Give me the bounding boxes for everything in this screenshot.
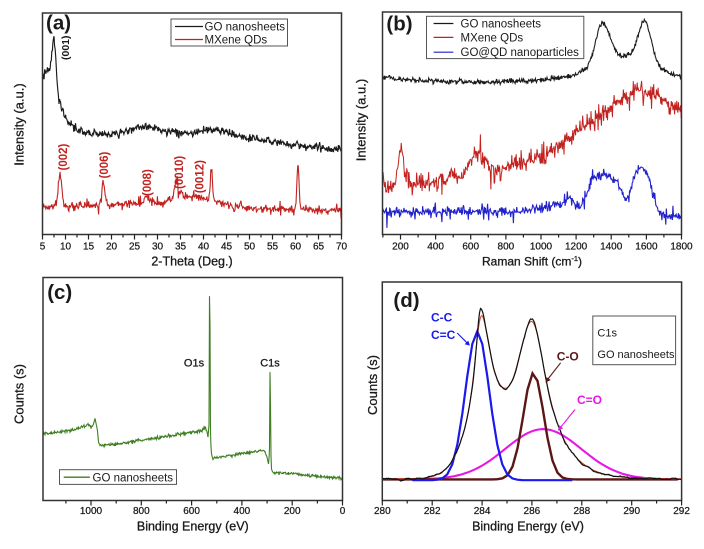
svg-text:284: 284 xyxy=(474,506,491,517)
svg-text:(002): (002) xyxy=(58,143,70,170)
svg-text:(008): (008) xyxy=(142,169,154,196)
svg-text:Intensity (a.u.): Intensity (a.u.) xyxy=(12,83,27,165)
svg-text:800: 800 xyxy=(498,242,515,253)
svg-text:286: 286 xyxy=(524,506,541,517)
svg-text:290: 290 xyxy=(623,506,640,517)
svg-text:288: 288 xyxy=(573,506,590,517)
svg-text:(0012): (0012) xyxy=(195,160,207,193)
svg-text:GO@QD nanoparticles: GO@QD nanoparticles xyxy=(461,47,580,59)
svg-text:25: 25 xyxy=(129,242,141,253)
svg-text:GO nanosheets: GO nanosheets xyxy=(597,349,675,361)
svg-text:1400: 1400 xyxy=(600,242,623,253)
svg-text:60: 60 xyxy=(290,242,302,253)
svg-text:1600: 1600 xyxy=(635,242,658,253)
svg-text:600: 600 xyxy=(183,506,200,517)
svg-text:C=O: C=O xyxy=(577,393,602,407)
svg-text:10: 10 xyxy=(60,242,72,253)
svg-text:292: 292 xyxy=(673,506,690,517)
svg-text:C1s: C1s xyxy=(260,358,280,370)
svg-text:400: 400 xyxy=(427,242,444,253)
svg-text:(a): (a) xyxy=(46,12,71,35)
svg-text:O1s: O1s xyxy=(184,358,205,370)
svg-text:(001): (001) xyxy=(60,35,72,60)
svg-text:(006): (006) xyxy=(99,151,111,178)
svg-text:MXene QDs: MXene QDs xyxy=(205,35,268,47)
svg-text:(c): (c) xyxy=(47,281,72,304)
svg-text:1000: 1000 xyxy=(80,506,103,517)
svg-text:Counts (s): Counts (s) xyxy=(12,364,27,424)
svg-text:0: 0 xyxy=(340,506,346,517)
svg-text:GO nanosheets: GO nanosheets xyxy=(205,22,286,34)
svg-text:280: 280 xyxy=(374,506,391,517)
svg-text:C-O: C-O xyxy=(557,349,579,363)
svg-text:Intensity (a.u.): Intensity (a.u.) xyxy=(354,79,369,161)
svg-text:C1s: C1s xyxy=(597,327,617,339)
svg-text:55: 55 xyxy=(267,242,279,253)
svg-text:1200: 1200 xyxy=(565,242,588,253)
svg-text:15: 15 xyxy=(83,242,95,253)
svg-text:600: 600 xyxy=(462,242,479,253)
svg-text:GO nanosheets: GO nanosheets xyxy=(93,473,174,485)
svg-text:282: 282 xyxy=(424,506,441,517)
svg-text:Binding Energy (eV): Binding Energy (eV) xyxy=(137,520,249,534)
svg-text:(0010): (0010) xyxy=(174,156,186,189)
svg-text:65: 65 xyxy=(313,242,325,253)
svg-text:400: 400 xyxy=(234,506,251,517)
svg-text:45: 45 xyxy=(221,242,233,253)
svg-text:40: 40 xyxy=(198,242,210,253)
svg-text:200: 200 xyxy=(392,242,409,253)
svg-text:GO nanosheets: GO nanosheets xyxy=(461,19,542,31)
svg-text:1000: 1000 xyxy=(530,242,553,253)
svg-text:Binding Energy (eV): Binding Energy (eV) xyxy=(472,520,584,534)
svg-text:35: 35 xyxy=(175,242,187,253)
svg-text:50: 50 xyxy=(244,242,256,253)
svg-text:800: 800 xyxy=(133,506,150,517)
svg-text:MXene QDs: MXene QDs xyxy=(461,32,524,44)
svg-text:20: 20 xyxy=(106,242,118,253)
svg-text:Counts (s): Counts (s) xyxy=(365,355,380,415)
svg-text:Raman Shift (cm-1): Raman Shift (cm-1) xyxy=(482,254,582,269)
svg-text:200: 200 xyxy=(284,506,301,517)
svg-text:2-Theta (Deg.): 2-Theta (Deg.) xyxy=(151,255,232,269)
svg-text:(d): (d) xyxy=(393,289,419,312)
svg-text:C=C: C=C xyxy=(431,328,456,342)
svg-text:1800: 1800 xyxy=(670,242,693,253)
svg-text:30: 30 xyxy=(152,242,164,253)
svg-text:5: 5 xyxy=(40,242,46,253)
svg-text:C-C: C-C xyxy=(431,311,453,325)
svg-text:70: 70 xyxy=(336,242,348,253)
svg-text:(b): (b) xyxy=(386,12,412,35)
